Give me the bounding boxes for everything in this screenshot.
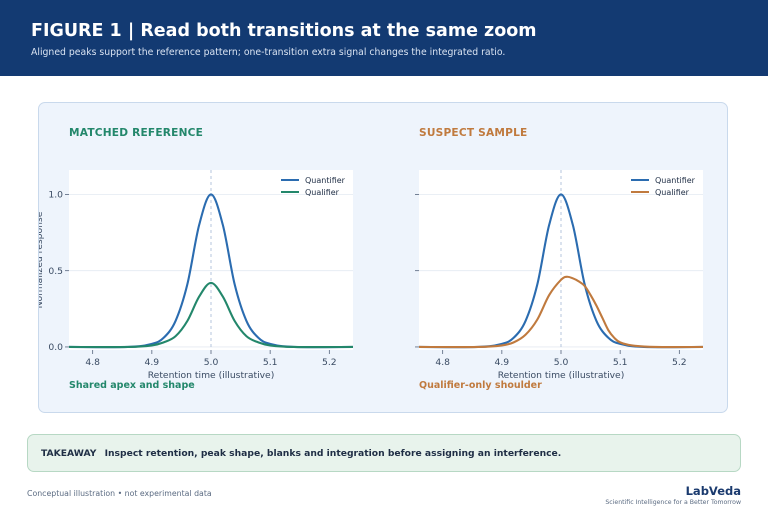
chromatogram-plots: MATCHED REFERENCE Shared apex and shape 0.… bbox=[39, 127, 704, 391]
series-line-qualifier bbox=[68, 281, 354, 349]
x-axis-label: Retention time (illustrative) bbox=[148, 370, 275, 381]
x-tick-label: 5.1 bbox=[263, 357, 278, 368]
y-tick-label: 1.0 bbox=[48, 190, 63, 201]
footer-note: Conceptual illustration • not experiment… bbox=[27, 489, 212, 498]
figure-title: FIGURE 1 | Read both transitions at the … bbox=[31, 21, 537, 41]
figure-header: FIGURE 1 | Read both transitions at the … bbox=[0, 0, 768, 76]
brand-tagline: Scientific Intelligence for a Better Tom… bbox=[605, 499, 741, 506]
x-axis-label: Retention time (illustrative) bbox=[498, 370, 625, 381]
x-tick-label: 5.0 bbox=[204, 357, 219, 368]
x-tick-label: 5.0 bbox=[554, 357, 569, 368]
panel-heading-suspect: SUSPECT SAMPLE bbox=[419, 127, 527, 139]
comparison-panel: MATCHED REFERENCE Shared apex and shape 0.… bbox=[38, 102, 728, 413]
takeaway-message: Inspect retention, peak shape, blanks an… bbox=[104, 448, 562, 459]
legend-label-quantifier: Quantifier bbox=[655, 176, 696, 185]
series-line-qualifier bbox=[418, 275, 704, 349]
y-tick-label: 0.0 bbox=[48, 342, 63, 353]
x-tick-label: 4.8 bbox=[85, 357, 100, 368]
x-tick-label: 4.8 bbox=[435, 357, 450, 368]
series-line-quantifier bbox=[418, 193, 704, 349]
x-tick-label: 5.1 bbox=[613, 357, 628, 368]
chart-suspect: SUSPECT SAMPLE Qualifier-only shoulder 4.8… bbox=[415, 127, 704, 391]
panel-caption-suspect: Qualifier-only shoulder bbox=[419, 380, 542, 391]
panel-caption-reference: Shared apex and shape bbox=[69, 380, 195, 391]
takeaway-text-row: TAKEAWAY Inspect retention, peak shape, … bbox=[41, 448, 561, 459]
x-tick-label: 4.9 bbox=[495, 357, 510, 368]
legend-label-qualifier: Qualifier bbox=[655, 188, 690, 197]
legend-label-quantifier: Quantifier bbox=[305, 176, 346, 185]
y-tick-label: 0.5 bbox=[48, 266, 63, 277]
takeaway-label: TAKEAWAY bbox=[41, 448, 97, 459]
x-tick-label: 4.9 bbox=[145, 357, 160, 368]
x-tick-label: 5.2 bbox=[672, 357, 687, 368]
legend-label-qualifier: Qualifier bbox=[305, 188, 340, 197]
takeaway-box: TAKEAWAY Inspect retention, peak shape, … bbox=[27, 434, 741, 472]
brand-logo-text: LabVeda bbox=[685, 484, 741, 498]
series-line-quantifier bbox=[68, 193, 354, 349]
panel-heading-reference: MATCHED REFERENCE bbox=[69, 127, 203, 139]
figure-subtitle: Aligned peaks support the reference patt… bbox=[31, 47, 506, 58]
chart-reference: MATCHED REFERENCE Shared apex and shape 0.… bbox=[39, 127, 354, 391]
x-tick-label: 5.2 bbox=[322, 357, 337, 368]
y-axis-label: Normalized response bbox=[39, 211, 45, 308]
